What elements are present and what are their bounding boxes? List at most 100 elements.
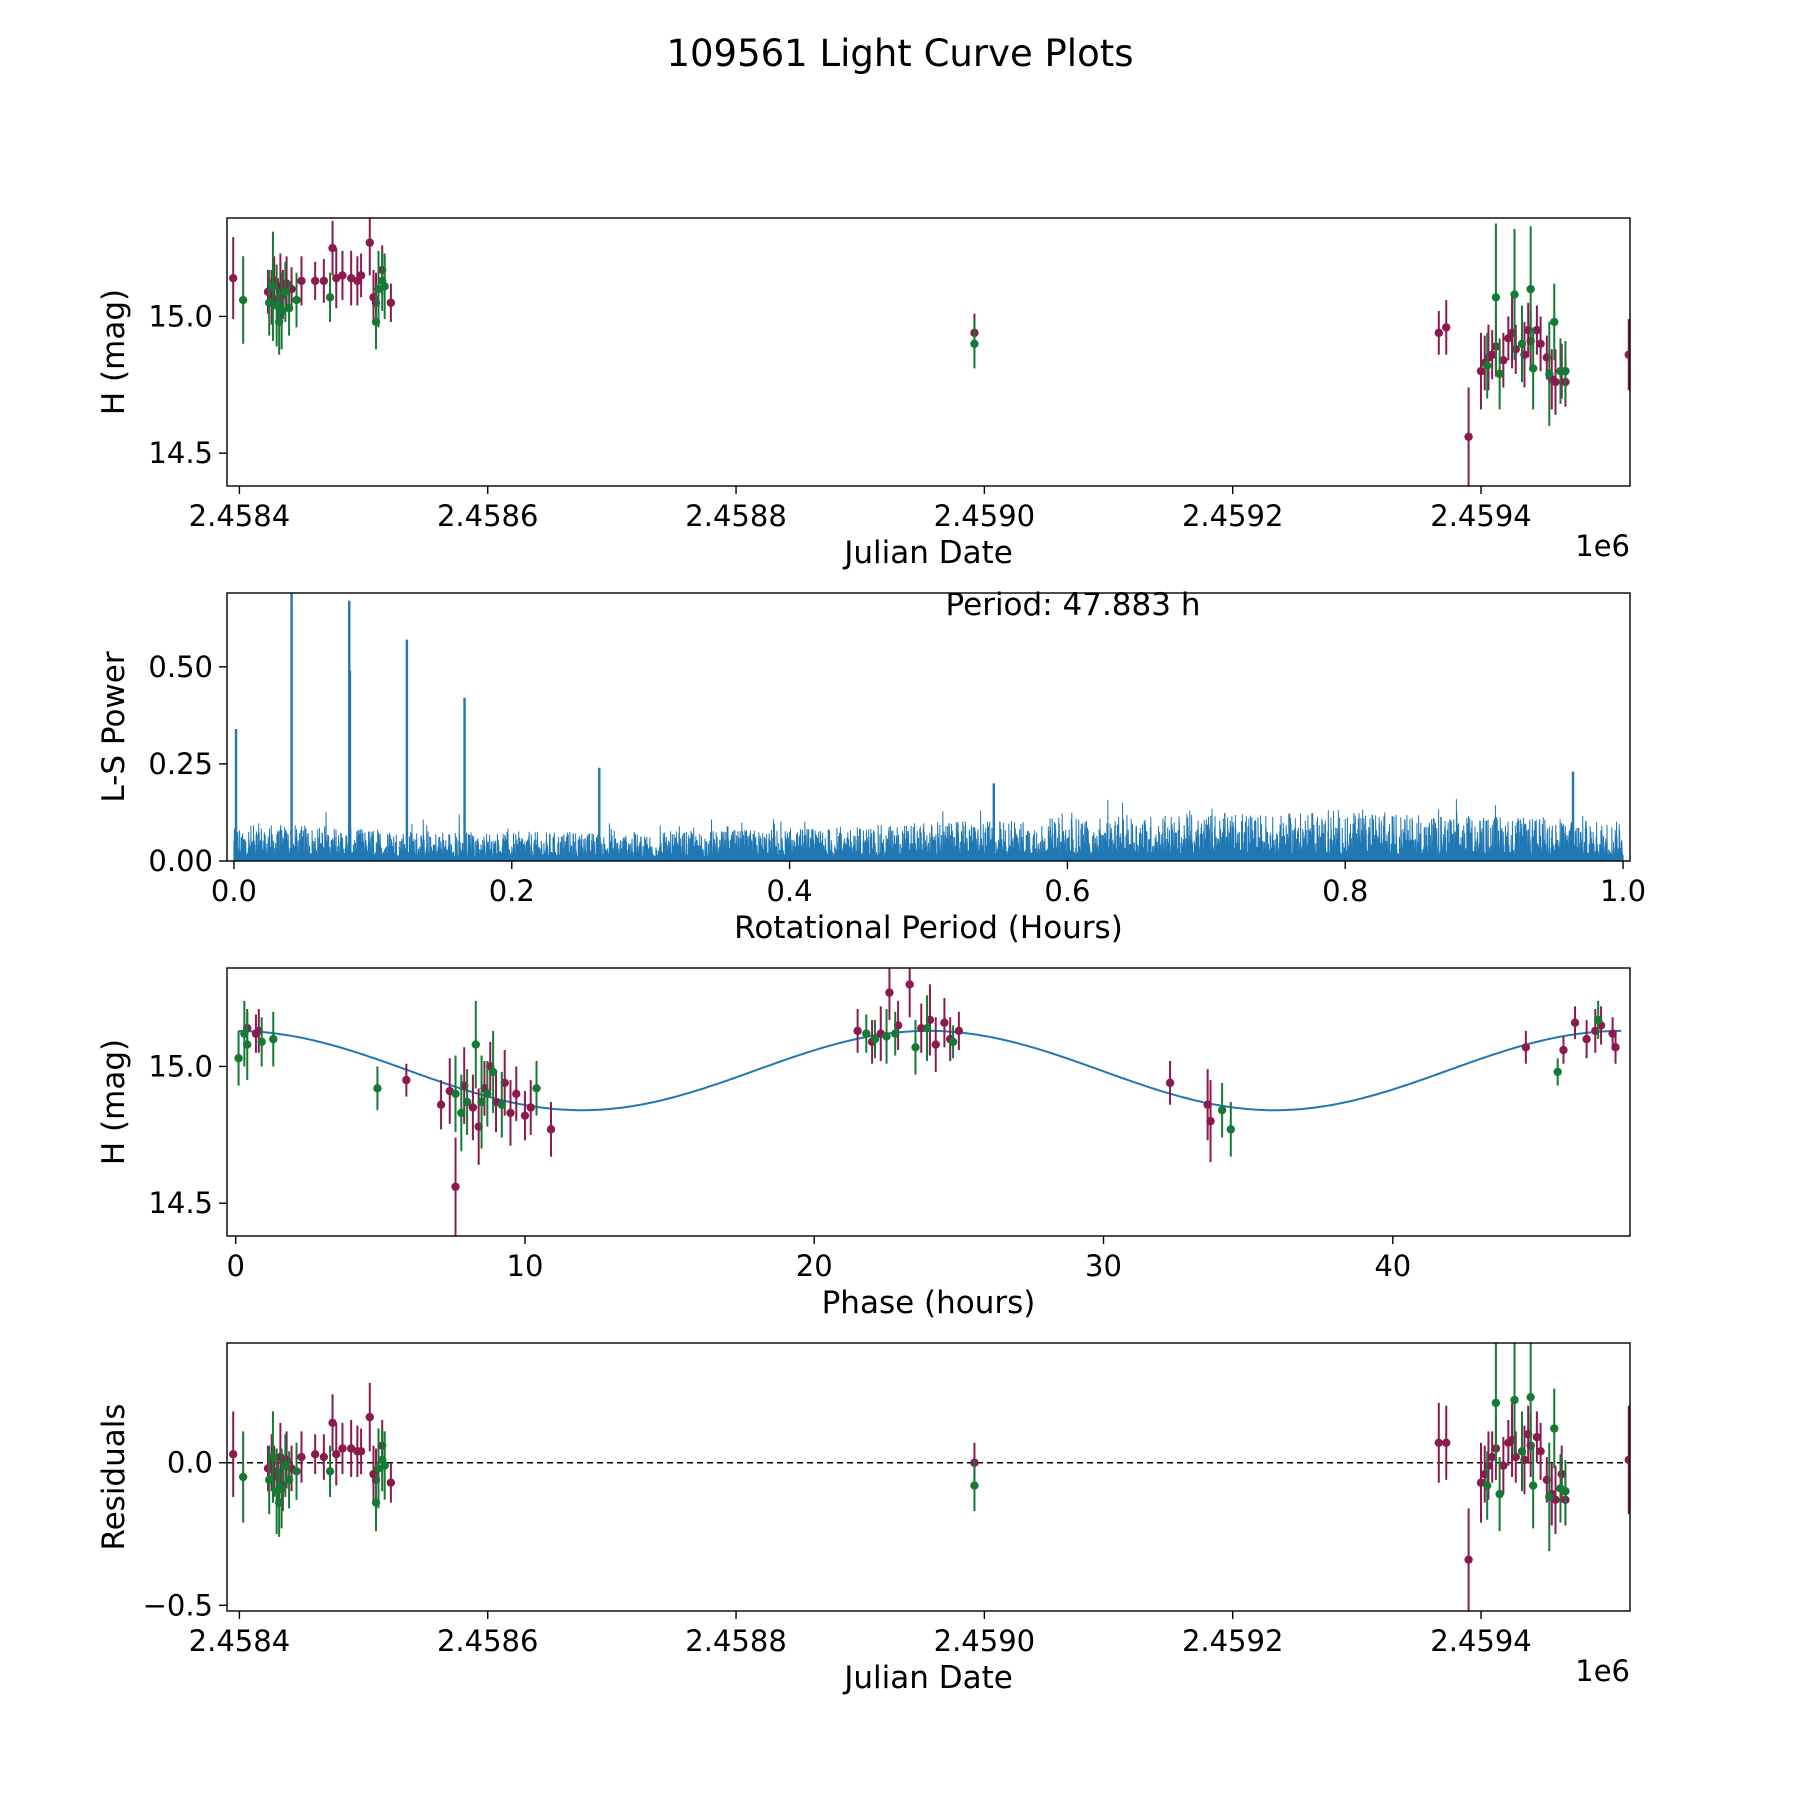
y-axis-label: L-S Power xyxy=(96,651,132,802)
x-tick-label: 30 xyxy=(1085,1249,1122,1283)
band-a-point xyxy=(297,1452,306,1462)
band-b-point xyxy=(882,1032,891,1041)
band-a-point xyxy=(386,298,396,307)
band-a-point xyxy=(885,988,894,997)
band-b-point xyxy=(451,1089,460,1098)
band-a-point xyxy=(1582,1034,1591,1044)
band-a-point xyxy=(1624,350,1630,359)
x-tick-label: 2.4586 xyxy=(437,1624,538,1658)
band-b-point xyxy=(284,304,294,313)
band-a-point xyxy=(1442,323,1451,332)
band-b-point xyxy=(292,295,301,305)
band-a-point xyxy=(1487,350,1497,359)
band-b-point xyxy=(269,1034,278,1044)
x-tick-label: 2.4592 xyxy=(1182,1624,1283,1658)
band-a-point xyxy=(526,1103,535,1112)
band-a-point xyxy=(310,1449,320,1459)
band-a-point xyxy=(328,1418,337,1428)
x-tick-label: 0 xyxy=(226,1249,244,1283)
x-tick-label: 0.2 xyxy=(489,874,535,908)
y-tick-label: 0.25 xyxy=(148,747,213,781)
y-tick-label: 0.00 xyxy=(148,844,213,878)
residuals-panel: 2.4584 2.4586 2.4588 2.4590 2.4592 2.4594 −0.5… xyxy=(96,1342,1631,1696)
band-b-point xyxy=(477,1097,486,1107)
x-tick-label: 0.0 xyxy=(211,874,257,908)
band-b-point xyxy=(1528,1481,1538,1490)
y-tick-label: −0.5 xyxy=(143,1588,213,1622)
band-a-point xyxy=(229,273,238,283)
band-b-point xyxy=(1491,1398,1501,1408)
band-b-point xyxy=(268,282,278,291)
periodogram-panel: Period: 47.883 h0.0 0.2 0.4 0.6 0.8 1.00.000.… xyxy=(96,587,1646,946)
band-b-point xyxy=(281,287,290,297)
band-a-point xyxy=(546,1125,556,1134)
band-a-point xyxy=(365,1412,374,1422)
band-b-point xyxy=(497,1100,507,1109)
x-tick-label: 1.0 xyxy=(1600,874,1646,908)
band-b-point xyxy=(1561,1487,1570,1496)
band-a-point xyxy=(328,243,337,253)
band-a-point xyxy=(297,276,306,286)
band-b-point xyxy=(257,1037,266,1047)
band-b-point xyxy=(277,306,286,316)
x-tick-label: 2.4594 xyxy=(1430,1624,1531,1658)
band-b-point xyxy=(238,295,248,305)
band-b-point xyxy=(948,1037,958,1047)
y-tick-label: 14.5 xyxy=(148,436,213,470)
band-b-point xyxy=(277,1484,286,1493)
band-b-point xyxy=(970,1481,979,1490)
band-a-point xyxy=(451,1182,460,1191)
band-b-point xyxy=(268,1452,278,1462)
band-a-point xyxy=(1559,1045,1568,1055)
band-b-point xyxy=(862,1029,871,1038)
x-tick-label: 2.4590 xyxy=(934,499,1035,533)
phased-curve-plot-area xyxy=(234,968,1622,1236)
x-tick-label: 2.4588 xyxy=(685,499,786,533)
band-a-point xyxy=(905,980,914,989)
x-tick-label: 2.4594 xyxy=(1430,499,1531,533)
x-tick-label: 40 xyxy=(1374,1249,1411,1283)
x-axis-label: Rotational Period (Hours) xyxy=(734,910,1123,946)
band-b-point xyxy=(1517,339,1527,348)
band-a-point xyxy=(332,1449,341,1459)
band-a-point xyxy=(338,271,347,280)
band-b-point xyxy=(265,298,274,307)
band-a-point xyxy=(1464,1555,1473,1564)
band-a-point xyxy=(931,1040,940,1049)
band-b-point xyxy=(1545,369,1554,379)
x-tick-label: 2.4590 xyxy=(934,1624,1035,1658)
band-b-point xyxy=(922,1023,932,1033)
x-offset-label: 1e6 xyxy=(1575,529,1630,563)
band-b-point xyxy=(1491,293,1501,302)
band-a-point xyxy=(365,238,374,247)
y-tick-label: 15.0 xyxy=(148,299,213,333)
band-b-point xyxy=(1226,1125,1235,1134)
band-b-point xyxy=(457,1108,466,1118)
periodogram-plot-area xyxy=(227,593,1630,861)
band-a-point xyxy=(229,1449,238,1459)
x-tick-label: 0.6 xyxy=(1044,874,1090,908)
x-offset-label: 1e6 xyxy=(1575,1654,1630,1688)
band-b-point xyxy=(1550,1424,1559,1433)
band-b-point xyxy=(1517,1447,1527,1456)
band-a-point xyxy=(1532,1432,1542,1442)
band-a-point xyxy=(402,1075,411,1085)
x-tick-label: 20 xyxy=(796,1249,833,1283)
band-b-point xyxy=(870,1034,880,1044)
band-a-point xyxy=(520,1111,530,1120)
band-b-point xyxy=(325,1467,335,1476)
band-a-point xyxy=(512,1089,521,1098)
figure-title: 109561 Light Curve Plots xyxy=(666,32,1133,75)
y-tick-label: 0.0 xyxy=(167,1446,213,1480)
band-b-point xyxy=(265,1475,274,1485)
x-tick-label: 2.4588 xyxy=(685,1624,786,1658)
band-b-point xyxy=(1545,1492,1554,1502)
band-a-point xyxy=(1206,1116,1215,1126)
phased-curve-frame xyxy=(226,967,1631,1237)
band-b-point xyxy=(1526,284,1535,294)
band-a-point xyxy=(1434,328,1443,338)
x-tick-label: 0.8 xyxy=(1322,874,1368,908)
band-a-point xyxy=(436,1100,446,1109)
band-b-point xyxy=(1483,1481,1492,1490)
